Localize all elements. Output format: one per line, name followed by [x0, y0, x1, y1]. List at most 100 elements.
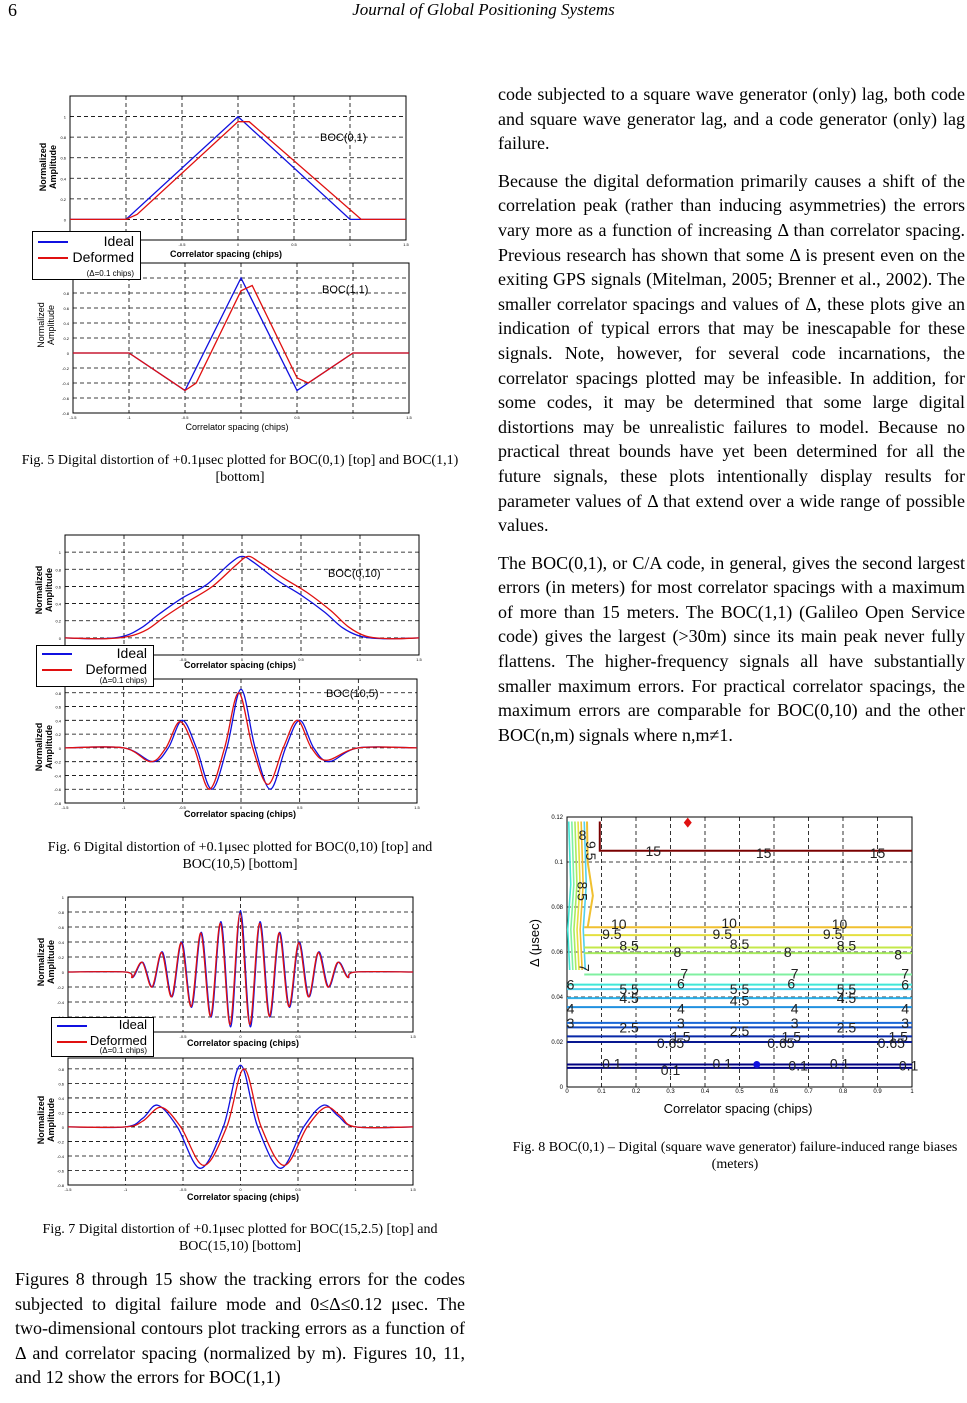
x-tick-label: -0.5	[182, 415, 190, 420]
y-tick-label: -0.6	[54, 787, 62, 792]
y-tick-label: 0	[59, 636, 62, 641]
y-tick-label: 1	[64, 115, 67, 120]
fig5-bottom-xlabel: Correlator spacing (chips)	[185, 422, 289, 432]
x-tick-label: 1	[910, 1089, 914, 1095]
y-tick-label: 0.8	[60, 135, 66, 140]
y-tick-label: 0.4	[55, 602, 61, 607]
x-tick-label: -0.5	[179, 805, 187, 810]
fig5-top-xlabel: Correlator spacing (chips)	[169, 249, 283, 259]
y-tick-label: -0.8	[57, 1183, 65, 1188]
fig6-top-plot: -1.5-1-0.500.511.500.20.40.60.81	[55, 534, 423, 662]
y-tick-label: -0.2	[54, 760, 62, 765]
x-tick-label: 1	[359, 657, 362, 662]
contour-label: 0.1	[661, 1062, 681, 1078]
contour-label: 6	[901, 977, 909, 993]
x-tick-label: 0.5	[735, 1089, 744, 1095]
x-tick-label: 1.5	[414, 805, 420, 810]
x-tick-label: 0.6	[770, 1089, 779, 1095]
contour-label: 10	[832, 916, 848, 932]
y-tick-label: 0.4	[58, 940, 64, 945]
y-tick-label: 0.2	[58, 955, 64, 960]
x-tick-label: 0.2	[632, 1089, 641, 1095]
x-tick-label: 0.5	[291, 242, 297, 247]
x-tick-label: 0	[241, 657, 244, 662]
contour-label: 15	[645, 843, 661, 859]
legend-ideal: Ideal	[116, 645, 147, 661]
contour-label: 6	[567, 977, 575, 993]
fig8-ylabel: Δ (μsec)	[527, 919, 542, 967]
contour-label: 8	[784, 944, 792, 960]
y-tick-label: 0.4	[55, 718, 61, 723]
contour-label: 1.5	[671, 1028, 691, 1044]
y-tick-label: 0.08	[551, 905, 563, 911]
y-tick-label: -0.6	[62, 396, 70, 401]
y-tick-label: 0.8	[58, 910, 64, 915]
x-tick-label: 0.5	[298, 657, 304, 662]
y-tick-label: 0	[64, 217, 67, 222]
contour-label: 1.5	[888, 1028, 908, 1044]
y-tick-label: 0.4	[60, 176, 66, 181]
contour-edge-line	[576, 821, 581, 971]
series-line-ideal	[67, 1064, 414, 1169]
x-tick-label: 0.5	[295, 1187, 301, 1192]
x-tick-label: 0.5	[295, 1034, 301, 1039]
contour-label: 0.1	[602, 1055, 622, 1071]
contour-label: 9.5	[602, 926, 622, 942]
y-tick-label: 0.1	[555, 860, 564, 866]
contour-label: 5.5	[837, 981, 857, 997]
fig6-bottom-title: BOC(10,5)	[326, 688, 379, 700]
y-tick-label: 0.8	[55, 691, 61, 696]
contour-label: 4	[677, 1000, 685, 1016]
contour-label: 5.5	[619, 981, 639, 997]
contour-label: 8	[579, 827, 587, 843]
contour-label: 8.5	[837, 937, 857, 953]
contour-label: 9.5	[583, 841, 599, 861]
x-tick-label: 0	[239, 1187, 242, 1192]
contour-edge-line	[570, 821, 575, 971]
x-tick-label: -1	[124, 1187, 128, 1192]
y-tick-label: -0.8	[54, 801, 62, 806]
ideal-swatch	[38, 241, 68, 243]
x-tick-label: -0.5	[179, 242, 187, 247]
y-tick-label: 0	[62, 1125, 65, 1130]
fig5-legend: Ideal Deformed (Δ=0.1 chips)	[32, 231, 141, 280]
contour-label: 4	[567, 1000, 575, 1016]
y-tick-label: 0.2	[63, 336, 69, 341]
series-line-deformed	[64, 555, 420, 640]
fig5-top-ylabel: Normalized Amplitude	[38, 142, 58, 192]
fig7-legend: Ideal Deformed (Δ=0.1 chips)	[51, 1017, 154, 1057]
x-tick-label: 1.5	[410, 1034, 416, 1039]
x-tick-label: 1	[354, 1187, 357, 1192]
series-line-deformed	[73, 284, 409, 392]
plot-frame	[64, 678, 418, 804]
y-tick-label: 0.8	[58, 1067, 64, 1072]
journal-title: Journal of Global Positioning Systems	[352, 0, 615, 19]
contour-label: 7	[576, 964, 592, 972]
contour-edge-line	[566, 821, 572, 971]
legend-note: (Δ=0.1 chips)	[99, 676, 147, 685]
fig8-caption: Fig. 8 BOC(0,1) – Digital (square wave g…	[512, 1140, 958, 1172]
y-tick-label: 0.4	[58, 1096, 64, 1101]
contour-label: 0.1	[830, 1055, 850, 1071]
contour-label: 2.5	[837, 1019, 857, 1035]
y-tick-label: 0.4	[63, 321, 69, 326]
contour-label: 0.65	[767, 1035, 794, 1051]
x-tick-label: -0.5	[180, 1187, 188, 1192]
deformed-swatch	[42, 669, 72, 671]
y-tick-label: 0	[560, 1085, 564, 1091]
deformed-swatch	[57, 1041, 87, 1043]
y-tick-label: -0.4	[57, 1000, 65, 1005]
x-tick-label: 1.5	[416, 657, 422, 662]
x-tick-label: 0	[237, 242, 240, 247]
left-column-text: Figures 8 through 15 show the tracking e…	[15, 1267, 465, 1403]
contour-label: 9.5	[823, 926, 843, 942]
y-tick-label: 0.02	[551, 1040, 563, 1046]
legend-note: (Δ=0.1 chips)	[99, 1046, 147, 1055]
x-tick-label: 0	[240, 805, 243, 810]
fig5-bottom-ylabel: Normalized Amplitude	[36, 302, 56, 348]
x-tick-label: 1	[352, 415, 355, 420]
fig6-bottom-ylabel: Normalized Amplitude	[34, 722, 54, 772]
x-tick-label: 0	[565, 1089, 569, 1095]
fig7-bottom-ylabel: Normalized Amplitude	[36, 1095, 56, 1145]
y-tick-label: 0	[67, 351, 70, 356]
